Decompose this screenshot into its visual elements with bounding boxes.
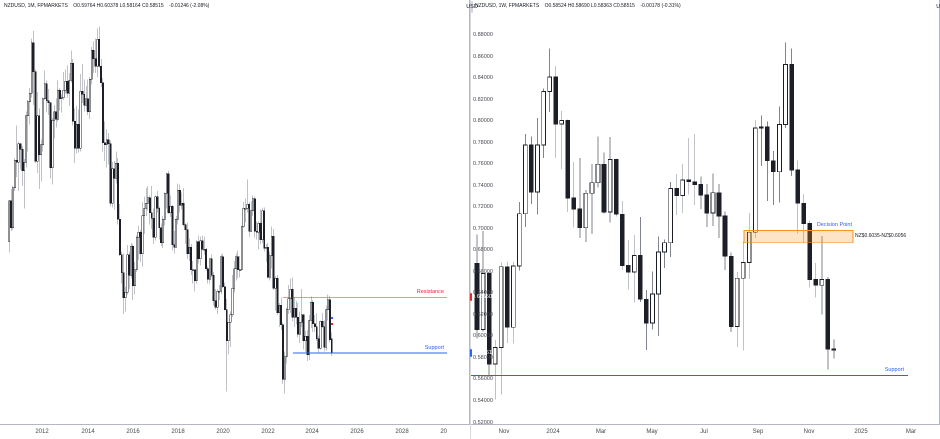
change-values: -0.00178 (-0.31%) [640, 3, 681, 9]
time-axis-weekly[interactable]: Nov 2024 Mar May Jul Sep Nov 2025 Mar [471, 425, 940, 439]
time-tick-label: 2012 [35, 429, 49, 435]
candle-bodies [474, 64, 837, 365]
wicks [476, 42, 835, 400]
time-tick-label: 2030 [440, 429, 447, 435]
legend-monthly[interactable]: NZDUSD, 1M, FPMARKETS O0.59764 H0.60378 … [4, 3, 213, 9]
chart-canvas-monthly[interactable] [0, 0, 447, 426]
time-tick-label: 2016 [126, 429, 140, 435]
support-label: Support [424, 344, 444, 351]
time-axis-divider [471, 424, 940, 425]
symbol-title: NZDUSD, 1M, FPMARKETS [4, 3, 68, 9]
order-marker [330, 316, 334, 320]
ohlc-values: O0.59764 H0.60378 L0.58164 C0.58515 [73, 3, 164, 9]
resistance-price-badge: 0.63650 [470, 293, 492, 302]
price-tick-label: 0.56000 [473, 376, 493, 383]
zone-price-range-label: NZ$0.6035-NZ$0.6056 [855, 233, 907, 240]
price-tick-label: 0.62000 [473, 311, 493, 318]
time-tick-label: 2025 [854, 429, 868, 435]
price-tick-label: 0.88000 [473, 32, 493, 39]
time-tick-label: 2026 [350, 429, 364, 435]
price-tick-label: 0.52000 [473, 419, 493, 426]
chart-pane-monthly: USD 0.63650 0.58461 0.52000 0.54000 0.56000 0… [0, 0, 493, 439]
time-tick-label: Nov [498, 429, 510, 435]
legend-weekly[interactable]: NZDUSD, 1W, FPMARKETS O0.58524 H0.58690 … [475, 3, 685, 9]
price-tick-label: 0.68000 [473, 247, 493, 254]
price-tick-label: 0.54000 [473, 398, 493, 404]
decision-point-label: Decision Point [816, 221, 852, 228]
candle-bodies [8, 39, 333, 380]
price-tick-label: 0.78000 [473, 139, 493, 146]
order-marker [330, 322, 334, 326]
price-tick-label: 0.72000 [473, 204, 493, 211]
time-tick-label: 2024 [305, 429, 319, 435]
decision-point-zone[interactable] [743, 230, 854, 244]
price-tick-label: 0.58000 [473, 354, 493, 361]
price-tick-label: 0.70000 [473, 225, 493, 232]
price-tick-label: 0.84000 [473, 75, 493, 82]
time-tick-label: 2018 [171, 429, 185, 435]
time-tick-label: Mar [905, 429, 917, 435]
price-tick-label: 0.66000 [473, 268, 493, 275]
price-tick-label: 0.86000 [473, 53, 493, 60]
symbol-title: NZDUSD, 1W, FPMARKETS [475, 3, 540, 9]
time-tick-label: 2014 [81, 429, 95, 435]
time-axis-divider [0, 424, 470, 425]
price-tick-label: 0.60000 [473, 333, 493, 340]
chart-pane-weekly: USD 0.580710.572000.574000.576000.578000… [470, 0, 940, 439]
support-price-badge: 0.58461 [470, 349, 492, 357]
time-tick-label: 2028 [395, 429, 409, 435]
support-label: Support [884, 366, 904, 373]
time-tick-label: May [646, 429, 658, 435]
change-values: -0.01246 (-2.08%) [169, 3, 210, 9]
price-tick-label: 0.82000 [473, 96, 493, 103]
ohlc-values: O0.58524 H0.58690 L0.58363 C0.58515 [544, 3, 635, 9]
price-tick-label: 0.64000 [473, 290, 493, 297]
time-tick-label: Mar [595, 429, 607, 435]
axis-unit-label: USD [466, 1, 478, 13]
time-tick-label: 2020 [216, 429, 230, 435]
price-tick-label: 0.76000 [473, 161, 493, 168]
chart-canvas-weekly[interactable] [471, 0, 908, 426]
time-tick-label: Jul [700, 429, 708, 435]
price-tick-label: 0.80000 [473, 118, 493, 125]
price-axis-monthly[interactable]: USD 0.63650 0.58461 0.52000 0.54000 0.56000 0… [466, 0, 493, 426]
time-tick-label: Nov [803, 429, 815, 435]
price-tick-label: 0.74000 [473, 182, 493, 189]
resistance-label: Resistance [416, 288, 444, 295]
time-axis-monthly[interactable]: 2012 2014 2016 2018 2020 2022 2024 2026 2028 2030 [0, 425, 447, 439]
time-tick-label: 2024 [546, 429, 560, 435]
time-tick-label: 2022 [261, 429, 275, 435]
time-tick-label: Sep [752, 429, 764, 435]
